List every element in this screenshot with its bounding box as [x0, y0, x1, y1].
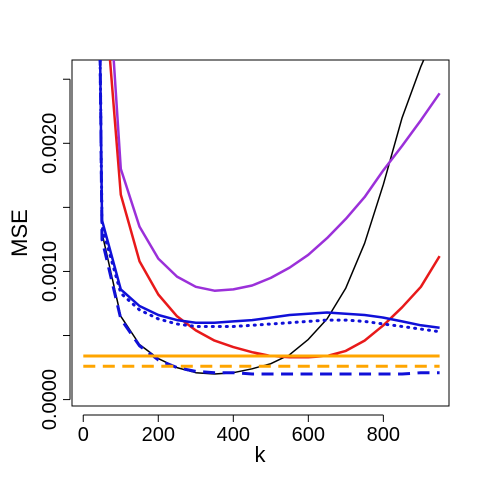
series-line-6: [98, 60, 440, 376]
x-tick-label: 600: [292, 424, 325, 446]
y-axis-label: MSE: [7, 209, 32, 257]
y-tick-label: 0.0000: [39, 369, 61, 430]
x-tick-label: 200: [142, 424, 175, 446]
series-line-3: [112, 60, 441, 292]
x-tick-label: 0: [78, 424, 89, 446]
x-tick-label: 400: [217, 424, 250, 446]
series-line-1: [101, 60, 425, 375]
series-line-5: [98, 60, 442, 334]
plot-frame: [71, 59, 450, 407]
y-tick-label: 0.0010: [39, 241, 61, 302]
y-tick-label: 0.0020: [39, 113, 61, 174]
series-line-2: [108, 60, 441, 359]
series-layer: [83, 60, 442, 376]
x-axis-label: k: [255, 442, 267, 467]
y-axis: 0.0000 0.0010 0.0020: [39, 78, 71, 430]
x-axis: 0 200 400 600 800: [78, 414, 400, 446]
x-tick-label: 800: [367, 424, 400, 446]
series-line-4: [98, 60, 440, 330]
